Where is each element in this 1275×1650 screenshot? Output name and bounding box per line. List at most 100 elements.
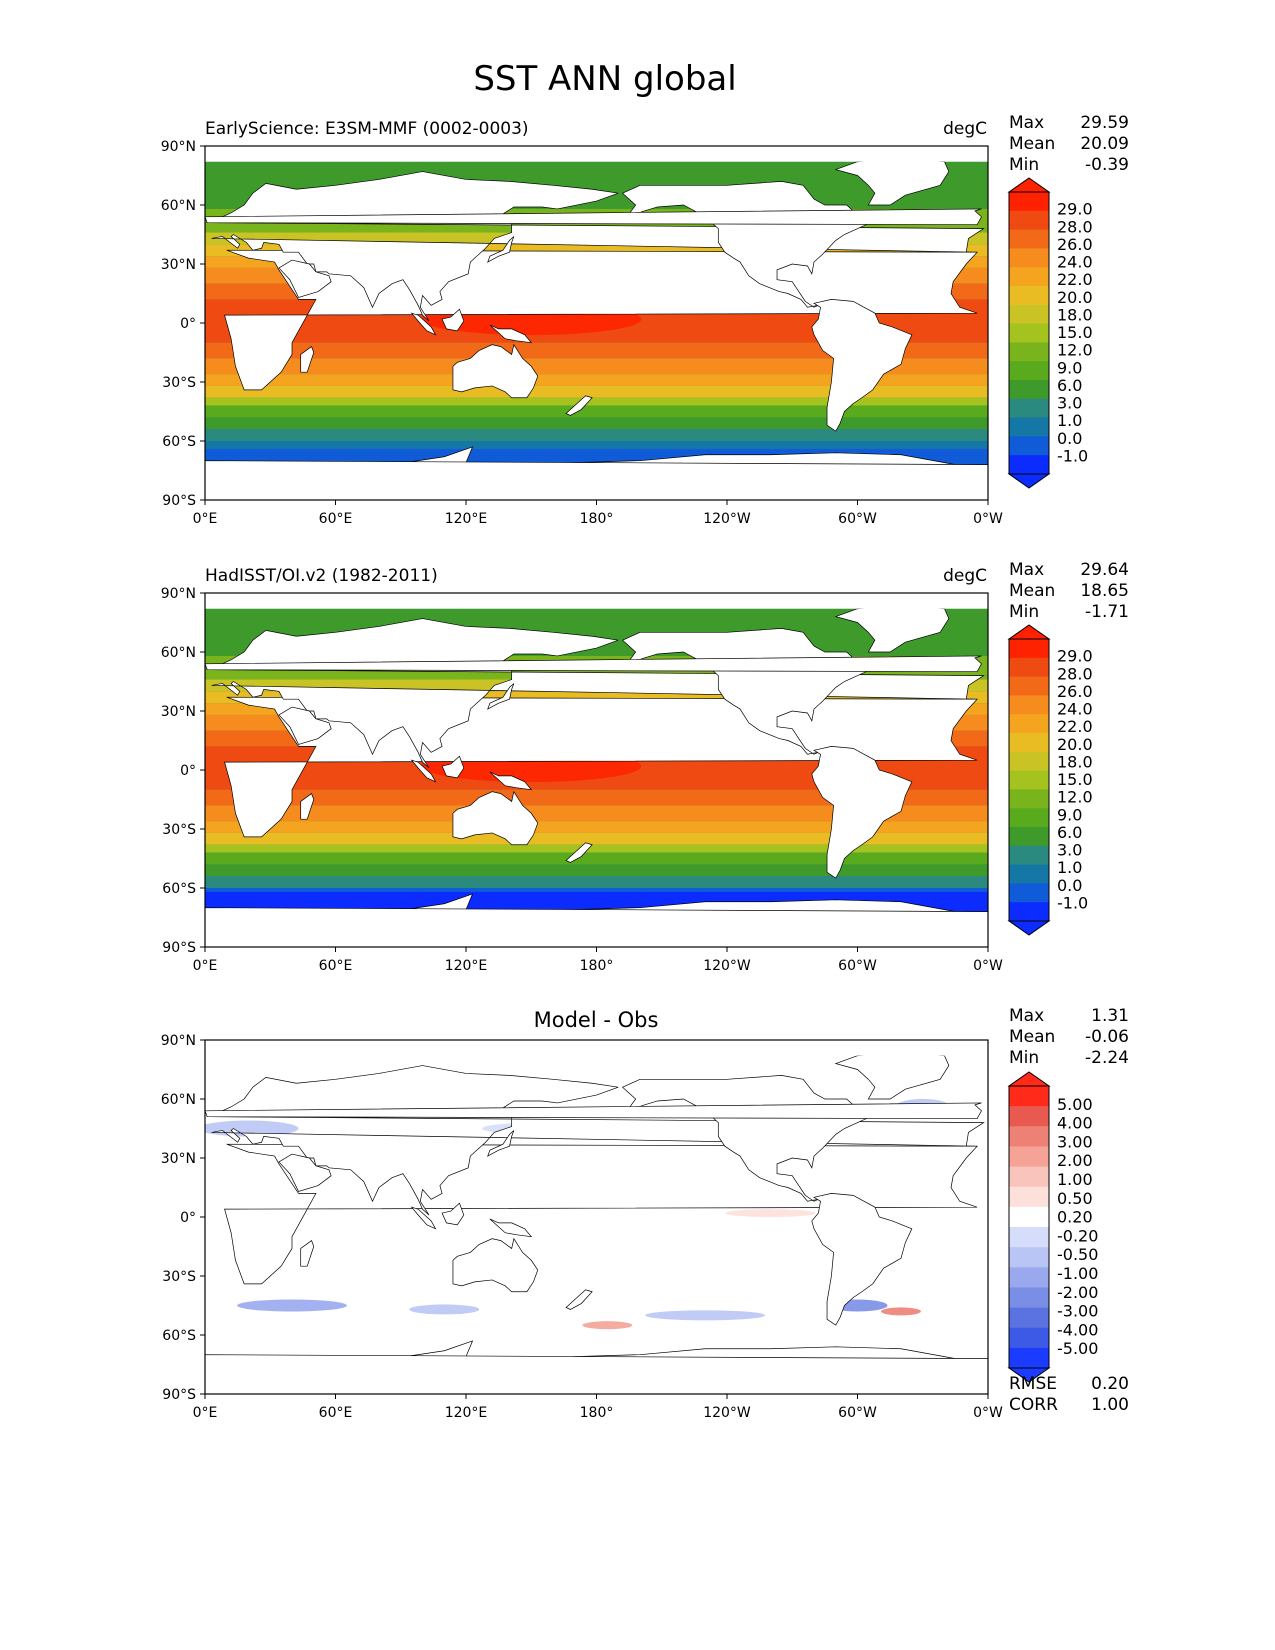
colorbar-tick-label: 1.0 [1057,858,1082,877]
lon-tick-label: 120°E [445,1405,488,1421]
colorbar: 5.004.003.002.001.000.500.20-0.20-0.50-1… [1007,1071,1098,1383]
lat-tick-label: 0° [180,763,196,779]
colorbar-tick-label: 0.0 [1057,876,1082,895]
metrics-block: RMSE 0.20 CORR 1.00 [1009,1374,1129,1415]
stat-label: Max [1009,1006,1044,1026]
metric-label: CORR [1009,1395,1058,1415]
colorbar-tick-label: 1.0 [1057,411,1082,430]
lat-tick-label: 60°N [161,645,196,661]
lat-tick-label: 30°N [161,257,196,273]
map-frame [204,145,989,501]
lat-tick-label: 30°S [162,375,196,391]
lon-tick-label: 120°E [445,511,488,527]
lat-tick-label: 60°N [161,198,196,214]
colorbar-tick-label: 20.0 [1057,288,1093,307]
lon-tick-label: 120°W [703,511,751,527]
panel-units: degC [943,566,987,586]
colorbar-tick-label: 26.0 [1057,235,1093,254]
stat-label: Min [1009,1048,1039,1068]
panel-center-title: Model - Obs [534,1008,659,1032]
lat-tick-label: 90°N [161,586,196,602]
lon-tick-label: 60°W [838,958,877,974]
land-masses [205,1040,988,1394]
map-axes: 90°N 60°N 30°N 0° 30°S 60°S 90°S 0°E 60°E 120°E 18… [161,139,1003,527]
panel-ref: HadISST/OI.v2 (1982-2011) degC Max 29.64… [161,560,1129,974]
stat-label: Max [1009,560,1044,580]
stat-value: 29.64 [1080,560,1129,580]
colorbar-tick-label: -5.00 [1057,1339,1098,1358]
colorbar-tick-label: 22.0 [1057,270,1093,289]
lon-tick-label: 60°E [319,958,353,974]
lon-tick-label: 0°E [193,958,218,974]
colorbar-tick-label: 3.00 [1057,1132,1093,1151]
lon-tick-label: 0°E [193,511,218,527]
stats-block: Max 1.31 Mean -0.06 Min -2.24 [1009,1006,1129,1068]
lon-tick-label: 0°W [973,958,1003,974]
colorbar-tick-label: 29.0 [1057,200,1093,219]
colorbar-tick-label: 15.0 [1057,770,1093,789]
lat-tick-label: 30°N [161,704,196,720]
map-frame [204,592,989,948]
stat-value: 1.31 [1091,1006,1129,1026]
panel-test: EarlyScience: E3SM-MMF (0002-0003) degC … [161,113,1129,527]
lat-tick-label: 90°N [161,139,196,155]
lon-tick-label: 60°E [319,511,353,527]
panel-units: degC [943,119,987,139]
colorbar-tick-label: 4.00 [1057,1114,1093,1133]
lat-tick-label: 30°S [162,822,196,838]
colorbar: 29.028.026.024.022.020.018.015.012.09.06… [1007,177,1093,489]
colorbar-tick-label: -0.20 [1057,1226,1098,1245]
colorbar-tick-label: 28.0 [1057,217,1093,236]
map-axes: 90°N 60°N 30°N 0° 30°S 60°S 90°S 0°E 60°E 120°E 18… [161,1033,1003,1421]
stat-value: 20.09 [1080,134,1129,154]
stat-value: -0.06 [1085,1027,1129,1047]
map-frame [204,1039,989,1395]
stat-value: -1.71 [1085,602,1129,622]
metric-label: RMSE [1009,1374,1057,1394]
colorbar-tick-label: 0.50 [1057,1189,1093,1208]
colorbar-tick-label: 0.20 [1057,1208,1093,1227]
lat-tick-label: 60°S [162,881,196,897]
colorbar-tick-label: -1.0 [1057,893,1088,912]
colorbar-tick-label: 26.0 [1057,682,1093,701]
lon-tick-label: 180° [580,958,614,974]
lon-tick-label: 60°E [319,1405,353,1421]
lat-tick-label: 30°S [162,1269,196,1285]
lon-tick-label: 180° [580,1405,614,1421]
lon-tick-label: 120°W [703,958,751,974]
colorbar-tick-label: 2.00 [1057,1151,1093,1170]
colorbar-tick-label: -0.50 [1057,1245,1098,1264]
colorbar-tick-label: 24.0 [1057,253,1093,272]
lon-tick-label: 60°W [838,511,877,527]
colorbar: 29.028.026.024.022.020.018.015.012.09.06… [1007,624,1093,936]
lat-tick-label: 60°N [161,1092,196,1108]
colorbar-tick-label: 5.00 [1057,1095,1093,1114]
lon-tick-label: 60°W [838,1405,877,1421]
lat-tick-label: 90°S [162,940,196,956]
colorbar-tick-label: 3.0 [1057,394,1082,413]
metric-value: 1.00 [1091,1395,1129,1415]
colorbar-tick-label: 12.0 [1057,788,1093,807]
colorbar-tick-label: 28.0 [1057,664,1093,683]
colorbar-tick-label: 1.00 [1057,1170,1093,1189]
lat-tick-label: 0° [180,316,196,332]
lat-tick-label: 90°N [161,1033,196,1049]
colorbar-tick-label: -4.00 [1057,1320,1098,1339]
stat-value: -2.24 [1085,1048,1129,1068]
stat-label: Min [1009,155,1039,175]
stat-label: Mean [1009,134,1055,154]
lat-tick-label: 60°S [162,1328,196,1344]
stat-label: Mean [1009,581,1055,601]
colorbar-tick-label: 15.0 [1057,323,1093,342]
stat-value: -0.39 [1085,155,1129,175]
lat-tick-label: 30°N [161,1151,196,1167]
stat-value: 29.59 [1080,113,1129,133]
colorbar-tick-label: 18.0 [1057,752,1093,771]
panel-left-title: EarlyScience: E3SM-MMF (0002-0003) [205,119,529,139]
colorbar-tick-label: -3.00 [1057,1302,1098,1321]
lon-tick-label: 0°E [193,1405,218,1421]
panel-left-title: HadISST/OI.v2 (1982-2011) [205,566,438,586]
map-axes: 90°N 60°N 30°N 0° 30°S 60°S 90°S 0°E 60°E 120°E 18… [161,586,1003,974]
lon-tick-label: 0°W [973,1405,1003,1421]
